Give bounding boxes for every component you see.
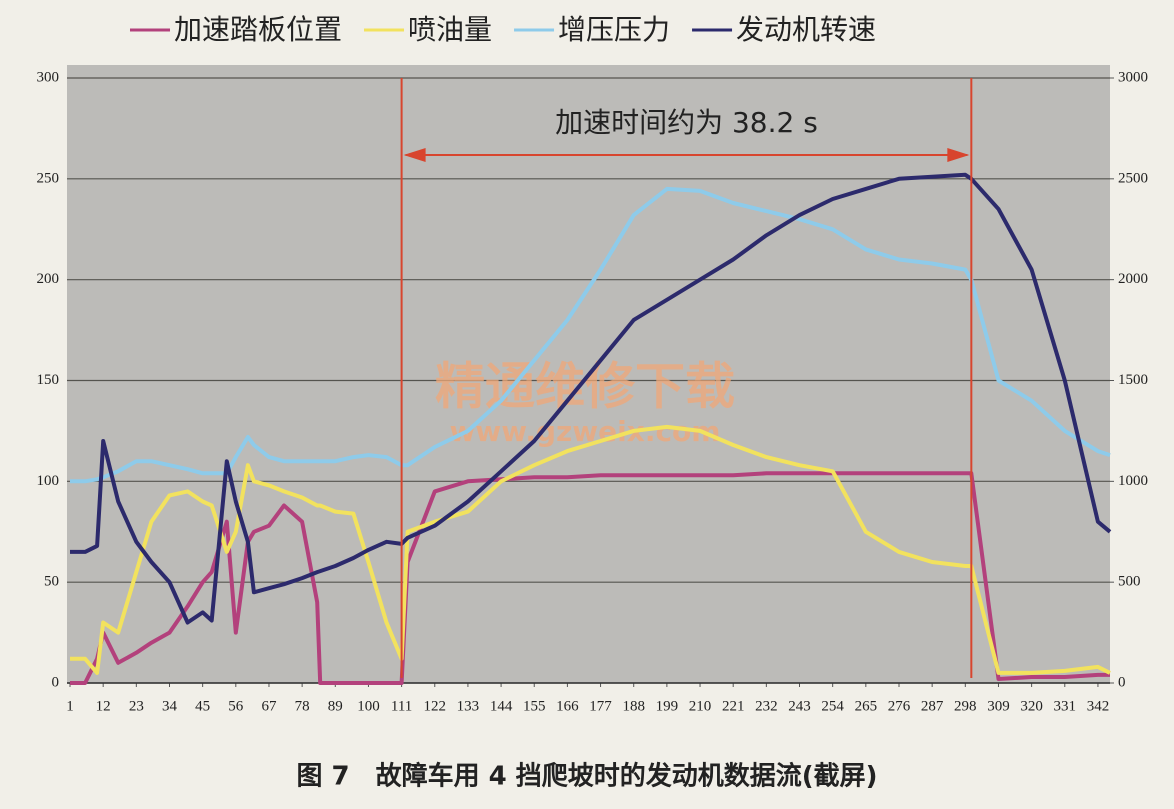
x-tick-label: 122: [424, 698, 447, 714]
y2-tick-label: 2000: [1118, 271, 1148, 287]
x-tick-label: 199: [656, 698, 679, 714]
x-tick-label: 144: [490, 698, 513, 714]
x-tick-label: 155: [523, 698, 546, 714]
x-tick-label: 1: [66, 698, 74, 714]
x-tick-label: 23: [129, 698, 144, 714]
x-tick-label: 320: [1020, 698, 1043, 714]
watermark-url: www.gzweix.com: [450, 415, 721, 448]
x-tick-label: 166: [556, 698, 579, 714]
x-tick-label: 133: [457, 698, 480, 714]
y2-tick-label: 3000: [1118, 69, 1148, 85]
y-tick-label: 0: [52, 674, 60, 690]
arrow-head: [403, 148, 426, 162]
x-tick-label: 287: [921, 698, 944, 714]
x-tick-label: 309: [987, 698, 1010, 714]
x-tick-label: 254: [821, 698, 844, 714]
x-tick-label: 243: [788, 698, 811, 714]
x-tick-label: 265: [855, 698, 878, 714]
y-tick-label: 150: [37, 372, 60, 388]
x-tick-label: 12: [96, 698, 111, 714]
x-tick-label: 34: [162, 698, 178, 714]
legend-label: 加速踏板位置: [174, 13, 342, 46]
x-tick-label: 232: [755, 698, 778, 714]
y2-tick-label: 1500: [1118, 372, 1148, 388]
series-line: [70, 471, 1110, 685]
y2-tick-label: 500: [1118, 574, 1141, 590]
legend-label: 增压压力: [558, 13, 670, 46]
legend-label: 喷油量: [408, 13, 492, 46]
x-tick-label: 100: [357, 698, 380, 714]
x-tick-label: 67: [261, 698, 277, 714]
x-tick-label: 298: [954, 698, 977, 714]
legend-label: 发动机转速: [736, 13, 876, 46]
x-tick-label: 45: [195, 698, 210, 714]
y2-tick-label: 1000: [1118, 473, 1148, 489]
y2-tick-label: 0: [1118, 674, 1126, 690]
x-tick-label: 342: [1087, 698, 1110, 714]
x-tick-label: 221: [722, 698, 745, 714]
arrow-head: [947, 148, 970, 162]
watermark: 精通维修下载: [435, 358, 735, 416]
x-tick-label: 210: [689, 698, 712, 714]
x-tick-label: 78: [295, 698, 310, 714]
y-tick-label: 250: [37, 170, 60, 186]
x-tick-label: 331: [1054, 698, 1077, 714]
caption: 图 7 故障车用 4 挡爬坡时的发动机数据流(截屏): [296, 761, 877, 792]
x-tick-label: 56: [228, 698, 244, 714]
y2-tick-label: 2500: [1118, 170, 1148, 186]
annotation: 加速时间约为 38.2 s: [555, 106, 818, 139]
x-tick-label: 89: [328, 698, 343, 714]
x-tick-label: 177: [589, 698, 612, 714]
y-tick-label: 300: [37, 69, 60, 85]
y-tick-label: 100: [37, 473, 60, 489]
x-tick-label: 111: [391, 698, 412, 714]
y-tick-label: 50: [44, 574, 59, 590]
y-tick-label: 200: [37, 271, 60, 287]
x-tick-label: 188: [622, 698, 645, 714]
x-tick-label: 276: [888, 698, 911, 714]
